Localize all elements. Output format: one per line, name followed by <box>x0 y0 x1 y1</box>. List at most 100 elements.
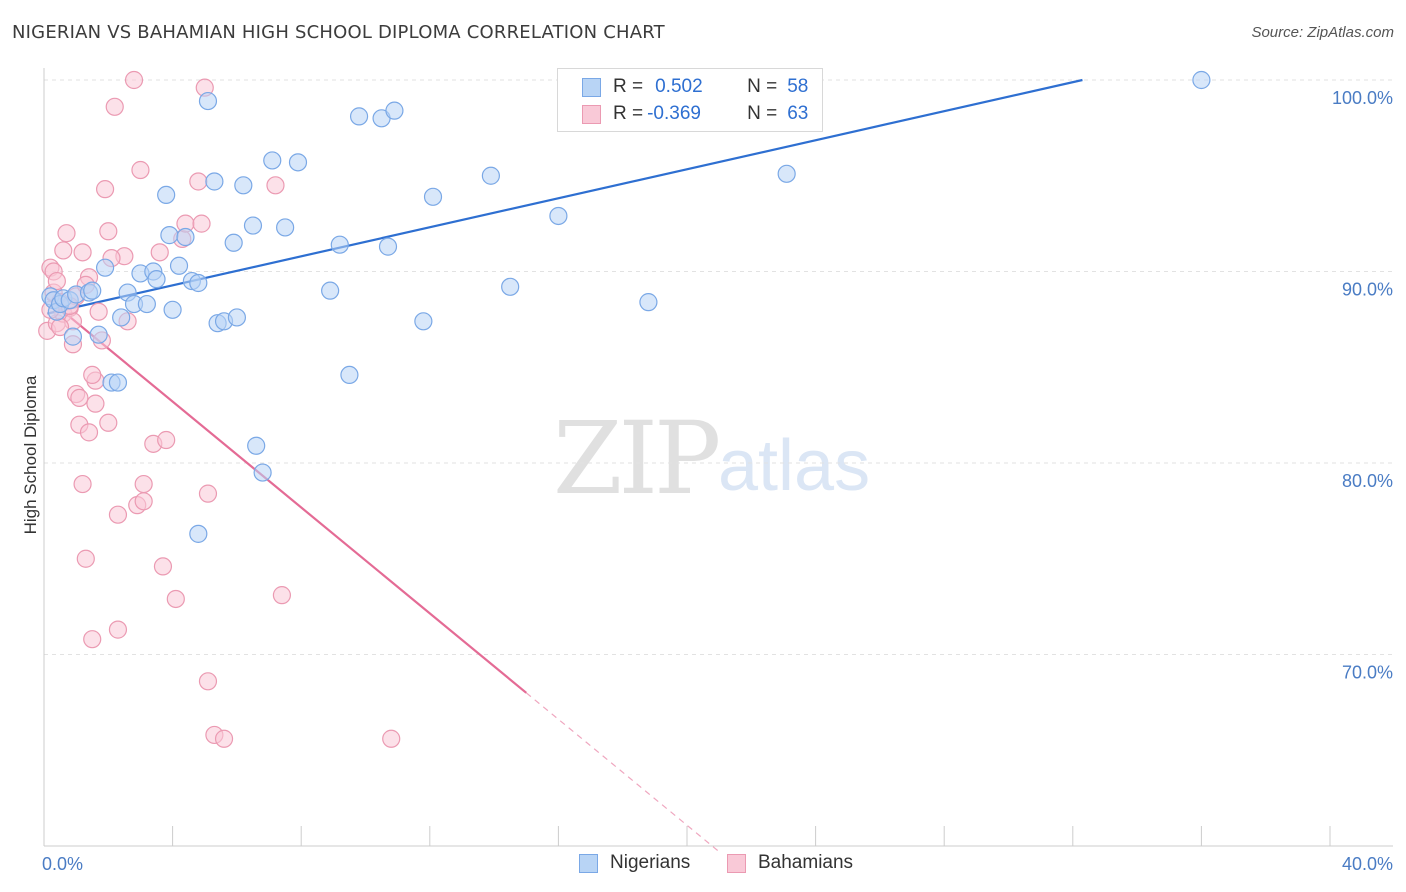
scatter-point <box>89 302 108 321</box>
scatter-point <box>234 176 253 195</box>
legend-n-label: N = <box>747 103 778 124</box>
legend-n-value: 58 <box>787 76 809 97</box>
legend-item-nigerians: Nigerians <box>579 852 690 874</box>
scatter-point <box>276 218 295 237</box>
scatter-point <box>266 176 285 195</box>
scatter-point <box>57 224 76 243</box>
scatter-point <box>54 241 73 260</box>
scatter-point <box>330 235 349 254</box>
watermark-zip: ZIP <box>553 400 721 517</box>
scatter-point <box>83 281 102 300</box>
scatter-point <box>198 91 218 111</box>
scatter-point <box>124 70 144 90</box>
scatter-point <box>189 524 208 543</box>
axes <box>43 68 1393 847</box>
scatter-point <box>481 166 500 185</box>
scatter-point <box>86 394 105 413</box>
legend-swatch-pink <box>582 104 601 124</box>
scatter-point <box>83 365 102 385</box>
scatter-point <box>137 294 156 314</box>
scatter-point <box>147 270 166 289</box>
scatter-point <box>76 549 95 568</box>
scatter-point <box>777 164 796 183</box>
legend-row-bahamians: R = -0.369 N = 63 <box>582 102 808 126</box>
scatter-point <box>378 237 398 256</box>
trend-line-nigerians <box>46 78 1083 315</box>
scatter-point <box>189 172 208 191</box>
y-tick-label: 70.0% <box>1342 663 1393 683</box>
tick-labels: 70.0% 80.0% 90.0% 100.0% 0.0% 40.0% <box>42 88 1393 874</box>
scatter-point <box>247 436 266 455</box>
scatter-point <box>253 463 272 482</box>
legend-swatch-blue <box>582 77 601 97</box>
watermark-atlas: atlas <box>718 426 871 506</box>
scatter-point <box>163 300 182 319</box>
scatter-point <box>157 430 176 450</box>
scatter-point <box>108 373 128 392</box>
y-tick-label: 100.0% <box>1332 88 1393 108</box>
scatter-point <box>160 226 179 245</box>
legend-r-value: 0.502 <box>655 76 703 97</box>
scatter-point <box>340 365 359 385</box>
legend-n-label: N = <box>747 76 778 97</box>
scatter-point <box>639 293 658 312</box>
scatter-point <box>134 474 153 494</box>
scatter-point <box>73 474 92 494</box>
scatter-point <box>73 243 92 262</box>
scatter-point <box>288 153 308 172</box>
scatter-point <box>198 672 218 691</box>
scatter-point <box>1192 70 1211 90</box>
scatter-point <box>198 484 218 503</box>
legend-r-label: R = <box>613 103 644 124</box>
legend-label-nigerians: Nigerians <box>610 852 691 873</box>
scatter-point <box>95 180 115 199</box>
scatter-point <box>169 256 189 275</box>
scatter-point <box>47 271 66 291</box>
chart-title: NIGERIAN VS BAHAMIAN HIGH SCHOOL DIPLOMA… <box>12 22 665 43</box>
scatter-point <box>189 273 208 293</box>
gridlines <box>44 79 1393 655</box>
scatter-point <box>150 243 169 262</box>
scatter-point <box>176 227 195 247</box>
scatter-point <box>224 233 243 252</box>
scatter-point <box>205 172 224 191</box>
scatter-point <box>99 413 118 432</box>
series-legend: Nigerians Bahamians <box>0 852 1406 876</box>
scatter-point <box>423 187 443 206</box>
scatter-point <box>108 620 128 639</box>
legend-r-value: -0.369 <box>647 103 701 124</box>
scatter-point <box>349 107 369 126</box>
legend-n-value: 63 <box>787 103 809 124</box>
scatter-point <box>549 206 568 226</box>
scatter-point <box>166 589 185 609</box>
legend-swatch-pink <box>727 853 746 873</box>
scatter-point <box>79 423 99 442</box>
scatter-point <box>134 492 153 511</box>
data-points <box>38 70 1211 748</box>
scatter-point <box>414 312 433 331</box>
scatter-point <box>272 586 292 605</box>
source-label: Source: ZipAtlas.com <box>1251 24 1394 41</box>
scatter-point <box>243 216 263 235</box>
scatter-point <box>227 308 246 327</box>
scatter-point <box>157 185 176 204</box>
legend-r-label: R = <box>613 76 644 97</box>
trend-line-bahamians <box>46 297 527 694</box>
scatter-point <box>89 325 108 344</box>
scatter-point <box>192 214 211 233</box>
x-tick-label: 40.0% <box>1342 854 1393 874</box>
scatter-point <box>501 277 520 296</box>
scatter-point <box>214 729 234 748</box>
scatter-point <box>153 557 173 576</box>
trend-lines <box>46 78 1083 853</box>
correlation-legend: R = 0.502 N = 58 R = -0.369 N = 63 <box>557 68 823 132</box>
scatter-point <box>70 388 89 407</box>
legend-row-nigerians: R = 0.502 N = 58 <box>582 75 808 99</box>
legend-swatch-blue <box>579 853 598 873</box>
y-tick-label: 90.0% <box>1342 280 1393 300</box>
scatter-point <box>95 258 115 277</box>
scatter-point <box>131 160 150 180</box>
x-tick-label: 0.0% <box>42 854 83 874</box>
y-axis-label: High School Diploma <box>21 375 40 534</box>
